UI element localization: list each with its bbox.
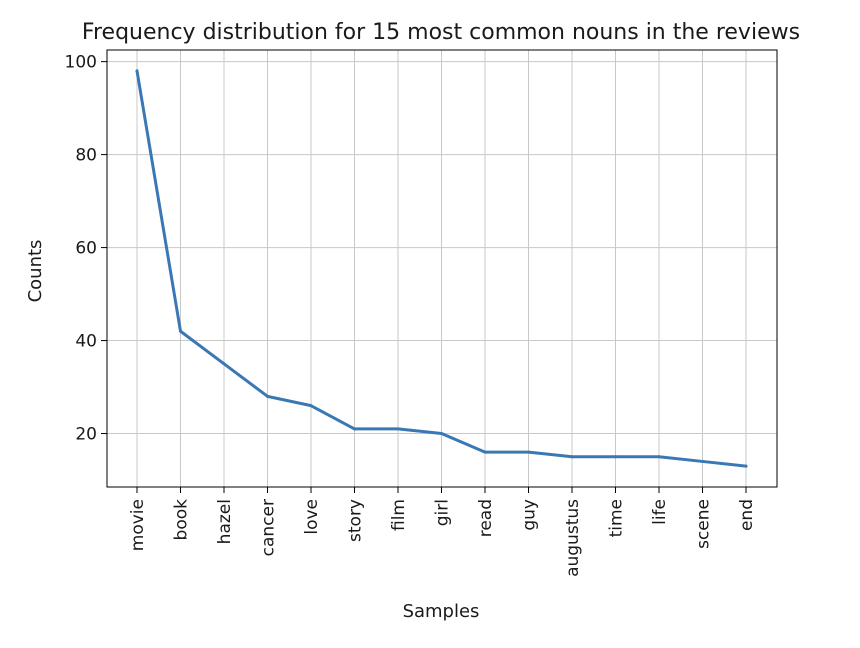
data-point-hazel [222,362,226,366]
data-point-girl [440,432,443,436]
data-point-cancer [266,394,269,398]
x-tick-label: girl [433,499,453,526]
x-tick-label: augustus [563,499,583,577]
x-tick-label: book [172,499,192,541]
x-tick-label: film [389,499,409,531]
x-tick-label: scene [694,499,714,549]
y-tick-label: 80 [75,146,97,166]
x-axis-label: Samples [403,601,480,622]
data-point-time [614,455,617,459]
data-point-film [396,427,400,431]
data-point-movie [135,69,139,73]
y-tick-label: 60 [75,239,97,259]
y-tick-label: 40 [75,332,97,352]
grid [107,50,777,487]
x-tick-label: hazel [215,499,235,544]
y-axis: 20 40 60 80 100 [65,53,107,445]
data-point-story [353,427,356,431]
data-point-life [657,455,661,459]
y-tick-label: 20 [75,425,97,445]
data-point-guy [527,450,530,454]
x-tick-label: life [650,499,670,525]
x-tick-label: love [302,499,322,535]
data-point-end [744,464,748,468]
data-point-scene [701,459,704,463]
x-tick-label: read [476,499,496,537]
x-tick-label: guy [520,499,540,531]
series-layer [135,69,748,468]
data-point-love [309,404,313,408]
x-tick-label: story [346,499,366,542]
x-tick-label: time [607,499,627,537]
data-point-book [179,329,182,333]
y-tick-label: 100 [65,53,97,73]
data-point-augustus [570,455,574,459]
x-tick-label: cancer [259,499,279,556]
chart-title: Frequency distribution for 15 most commo… [82,20,800,45]
x-tick-label: movie [128,499,148,551]
x-axis: movie book hazel cancer love story film girl rea… [128,487,757,577]
x-tick-label: end [737,499,757,531]
y-axis-label: Counts [25,240,46,303]
data-point-read [483,450,487,454]
